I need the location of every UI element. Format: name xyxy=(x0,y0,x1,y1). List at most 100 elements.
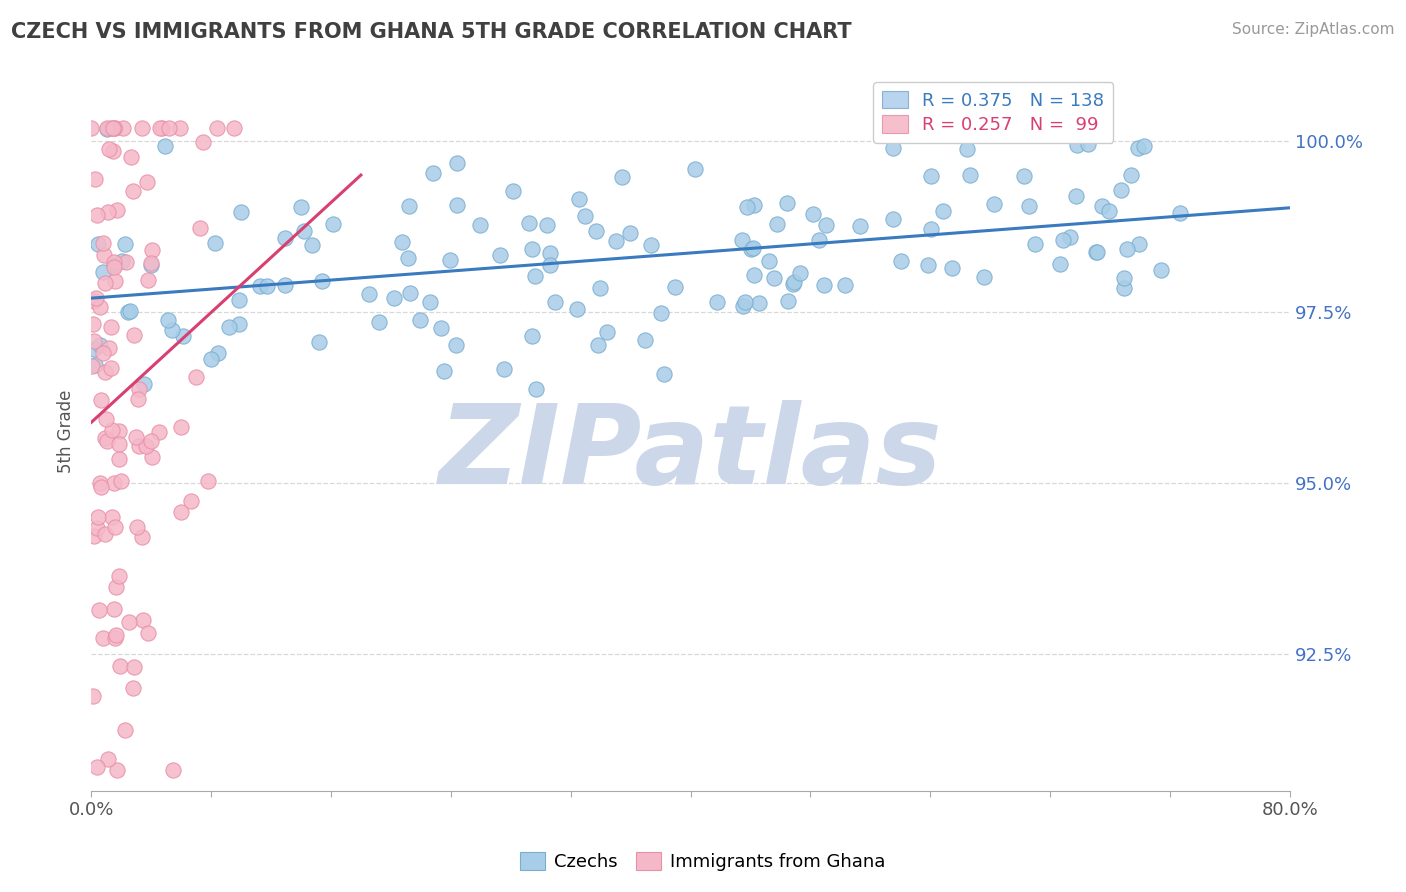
Point xyxy=(595,325,617,339)
Point xyxy=(536,219,558,233)
Point xyxy=(311,274,333,288)
Point xyxy=(742,198,765,212)
Point xyxy=(108,451,131,466)
Point xyxy=(204,236,226,251)
Point xyxy=(1126,141,1149,155)
Point xyxy=(1119,169,1142,183)
Point xyxy=(650,306,672,320)
Point xyxy=(82,689,104,703)
Point xyxy=(162,763,184,777)
Point xyxy=(807,233,830,247)
Point xyxy=(740,242,762,256)
Point xyxy=(104,274,127,288)
Point xyxy=(446,198,468,212)
Point xyxy=(100,424,122,438)
Point xyxy=(122,681,145,695)
Point xyxy=(382,291,405,305)
Point xyxy=(765,217,787,231)
Point xyxy=(399,285,422,300)
Point xyxy=(87,509,110,524)
Point xyxy=(274,231,297,245)
Point xyxy=(274,278,297,293)
Point xyxy=(86,760,108,774)
Point xyxy=(890,254,912,268)
Legend: Czechs, Immigrants from Ghana: Czechs, Immigrants from Ghana xyxy=(513,846,893,879)
Point xyxy=(87,603,110,617)
Point xyxy=(1087,244,1109,259)
Point xyxy=(1066,138,1088,153)
Point xyxy=(139,434,162,449)
Point xyxy=(494,362,516,376)
Point xyxy=(292,224,315,238)
Point xyxy=(782,277,804,292)
Point xyxy=(941,261,963,276)
Point xyxy=(141,243,163,257)
Point xyxy=(758,254,780,268)
Point xyxy=(197,475,219,489)
Point xyxy=(96,122,118,136)
Point xyxy=(778,294,800,309)
Point xyxy=(108,569,131,583)
Point xyxy=(83,343,105,357)
Point xyxy=(1024,236,1046,251)
Point xyxy=(920,222,942,236)
Point xyxy=(100,120,122,135)
Point xyxy=(652,367,675,381)
Point xyxy=(93,248,115,262)
Point xyxy=(93,277,115,291)
Point xyxy=(502,184,524,198)
Point xyxy=(489,248,512,262)
Point xyxy=(103,260,125,274)
Point xyxy=(132,613,155,627)
Point xyxy=(706,295,728,310)
Point xyxy=(90,393,112,408)
Point xyxy=(141,258,163,272)
Point xyxy=(983,196,1005,211)
Point xyxy=(131,120,153,135)
Point xyxy=(1114,281,1136,295)
Point xyxy=(322,217,344,231)
Point xyxy=(111,120,134,135)
Point xyxy=(169,120,191,135)
Point xyxy=(1150,263,1173,277)
Point xyxy=(127,392,149,406)
Point xyxy=(429,321,451,335)
Point xyxy=(1098,204,1121,219)
Point xyxy=(1109,183,1132,197)
Point xyxy=(108,424,131,438)
Point xyxy=(218,319,240,334)
Point xyxy=(357,287,380,301)
Text: Source: ZipAtlas.com: Source: ZipAtlas.com xyxy=(1232,22,1395,37)
Point xyxy=(789,266,811,280)
Point xyxy=(105,763,128,777)
Point xyxy=(122,660,145,674)
Point xyxy=(446,156,468,170)
Point xyxy=(586,338,609,352)
Point xyxy=(1049,257,1071,271)
Point xyxy=(157,120,180,135)
Point xyxy=(783,275,806,289)
Point xyxy=(170,505,193,519)
Point xyxy=(149,120,172,135)
Point xyxy=(742,268,765,282)
Point xyxy=(538,258,561,272)
Point xyxy=(94,411,117,425)
Point xyxy=(1168,205,1191,219)
Point xyxy=(150,120,173,135)
Point xyxy=(814,218,837,232)
Point xyxy=(155,139,177,153)
Point xyxy=(664,280,686,294)
Point xyxy=(90,480,112,494)
Point xyxy=(731,234,754,248)
Point xyxy=(634,333,657,347)
Point xyxy=(731,299,754,313)
Point xyxy=(118,615,141,630)
Point xyxy=(148,425,170,439)
Point xyxy=(103,120,125,135)
Point xyxy=(849,219,872,234)
Point xyxy=(135,439,157,453)
Point xyxy=(117,305,139,319)
Point xyxy=(565,301,588,316)
Point xyxy=(89,337,111,351)
Point xyxy=(82,318,104,332)
